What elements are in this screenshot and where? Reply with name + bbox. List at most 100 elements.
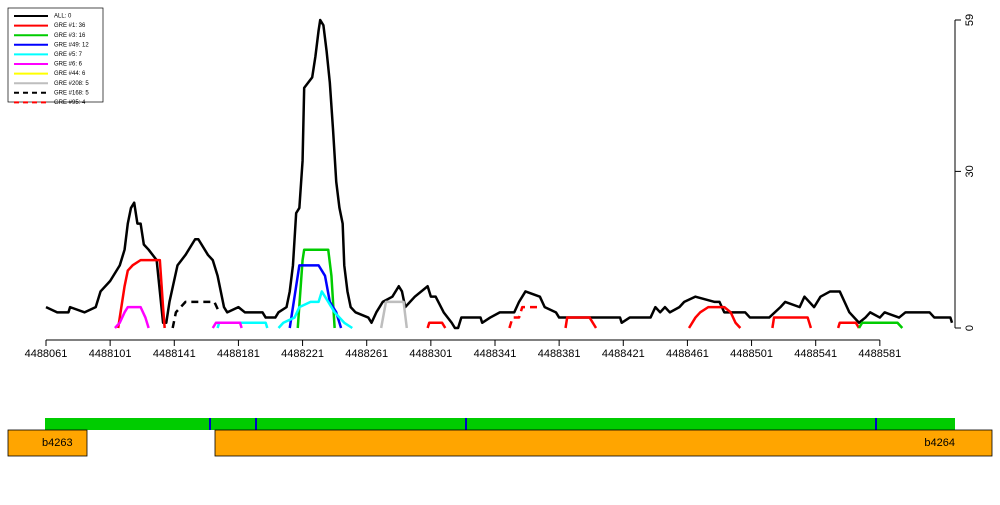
sequence-base [153, 418, 155, 430]
sequence-base [785, 418, 787, 430]
series-line [687, 305, 742, 329]
sequence-base [869, 418, 871, 430]
sequence-base [143, 418, 145, 430]
y-tick-label: 59 [964, 14, 976, 26]
sequence-base [223, 418, 225, 430]
x-tick-label: 4488061 [25, 348, 68, 360]
sequence-base [161, 418, 163, 430]
sequence-base [329, 418, 331, 430]
sequence-base [583, 418, 585, 430]
sequence-base [519, 418, 521, 430]
sequence-base [943, 418, 945, 430]
sequence-base [391, 418, 393, 430]
sequence-base [533, 418, 535, 430]
sequence-base [553, 418, 555, 430]
sequence-base [597, 418, 599, 430]
sequence-base [607, 418, 609, 430]
sequence-base [549, 418, 551, 430]
sequence-base [451, 418, 453, 430]
sequence-base [165, 418, 167, 430]
sequence-base [761, 418, 763, 430]
sequence-base [879, 418, 881, 430]
sequence-base [903, 418, 905, 430]
sequence-base [705, 418, 707, 430]
sequence-base [117, 418, 119, 430]
sequence-base [377, 418, 379, 430]
sequence-base [457, 418, 459, 430]
sequence-base [323, 418, 325, 430]
x-tick-label: 4488221 [281, 348, 324, 360]
sequence-base [547, 418, 549, 430]
sequence-base [99, 418, 101, 430]
sequence-base [587, 418, 589, 430]
sequence-base [617, 418, 619, 430]
sequence-base [623, 418, 625, 430]
sequence-base [637, 418, 639, 430]
series-line [171, 300, 221, 329]
sequence-base [671, 418, 673, 430]
sequence-base [45, 418, 47, 430]
sequence-base [833, 418, 835, 430]
legend-label: GRE #44: 6 [54, 71, 86, 77]
gene-label: b4264 [924, 437, 955, 449]
sequence-base [513, 418, 515, 430]
sequence-base [355, 418, 357, 430]
sequence-base [641, 418, 643, 430]
sequence-base [871, 418, 873, 430]
sequence-base [893, 418, 895, 430]
sequence-base [279, 418, 281, 430]
sequence-base [205, 418, 207, 430]
sequence-base [633, 418, 635, 430]
sequence-base [299, 418, 301, 430]
sequence-base [589, 418, 591, 430]
sequence-base [47, 418, 49, 430]
sequence-base [157, 418, 159, 430]
sequence-base [877, 418, 879, 430]
sequence-base [431, 418, 433, 430]
sequence-base [449, 418, 451, 430]
sequence-base [363, 418, 365, 430]
series-line [211, 321, 243, 329]
sequence-base [95, 418, 97, 430]
sequence-base [815, 418, 817, 430]
sequence-base [875, 418, 877, 430]
sequence-base [373, 418, 375, 430]
legend-label: GRE #3: 16 [54, 33, 86, 39]
sequence-base [821, 418, 823, 430]
sequence-base [933, 418, 935, 430]
sequence-base [913, 418, 915, 430]
sequence-base [463, 418, 465, 430]
sequence-base [757, 418, 759, 430]
sequence-base [247, 418, 249, 430]
sequence-base [605, 418, 607, 430]
sequence-base [937, 418, 939, 430]
sequence-base [243, 418, 245, 430]
sequence-base [567, 418, 569, 430]
sequence-base [289, 418, 291, 430]
sequence-base [139, 418, 141, 430]
sequence-base [179, 418, 181, 430]
sequence-base [309, 418, 311, 430]
sequence-base [745, 418, 747, 430]
sequence-base [673, 418, 675, 430]
sequence-base [365, 418, 367, 430]
x-tick-label: 4488421 [602, 348, 645, 360]
sequence-base [927, 418, 929, 430]
sequence-base [83, 418, 85, 430]
sequence-base [383, 418, 385, 430]
sequence-base [441, 418, 443, 430]
sequence-base [339, 418, 341, 430]
sequence-base [439, 418, 441, 430]
sequence-base [93, 418, 95, 430]
sequence-base [325, 418, 327, 430]
sequence-base [301, 418, 303, 430]
sequence-base [485, 418, 487, 430]
sequence-base [125, 418, 127, 430]
sequence-base [349, 418, 351, 430]
x-tick-label: 4488461 [666, 348, 709, 360]
sequence-base [523, 418, 525, 430]
sequence-base [889, 418, 891, 430]
x-tick-label: 4488581 [858, 348, 901, 360]
sequence-base [939, 418, 941, 430]
